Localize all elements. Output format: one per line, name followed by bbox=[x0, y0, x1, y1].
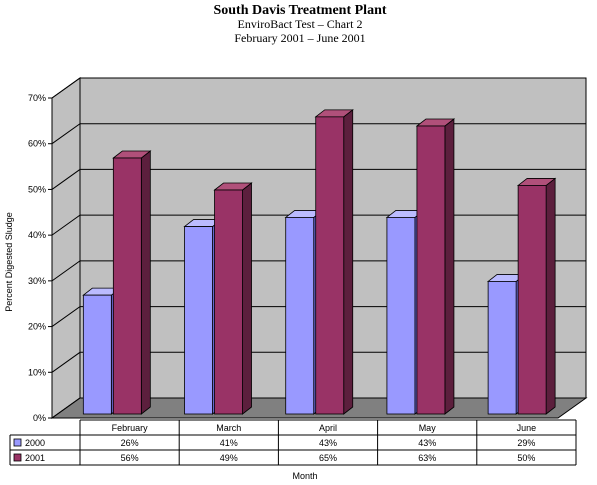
x-axis-title: Month bbox=[292, 471, 317, 481]
bar-side-2001 bbox=[343, 109, 354, 415]
chart-title: South Davis Treatment Plant bbox=[213, 3, 386, 18]
x-tick-label: February bbox=[112, 423, 149, 433]
data-label: 50% bbox=[517, 453, 535, 463]
bar-2000 bbox=[386, 217, 416, 415]
bar-2001 bbox=[315, 116, 345, 415]
data-label: 63% bbox=[418, 453, 436, 463]
y-tick-label: 30% bbox=[28, 276, 46, 286]
bar-side-2001 bbox=[444, 118, 455, 415]
y-tick-label: 20% bbox=[28, 322, 46, 332]
data-label: 29% bbox=[517, 438, 535, 448]
y-axis-title: Percent Digested Sludge bbox=[4, 212, 14, 312]
y-tick-label: 60% bbox=[28, 139, 46, 149]
y-tick-label: 0% bbox=[33, 413, 46, 423]
chart-subtitle-1: EnviroBact Test – Chart 2 bbox=[238, 17, 363, 31]
y-tick-label: 70% bbox=[28, 93, 46, 103]
bar-2000 bbox=[184, 226, 213, 415]
data-label: 26% bbox=[121, 438, 139, 448]
data-label: 41% bbox=[220, 438, 238, 448]
data-label: 49% bbox=[220, 453, 238, 463]
legend-swatch-2000 bbox=[13, 438, 22, 447]
legend-swatch-2001 bbox=[13, 453, 22, 462]
data-label: 43% bbox=[418, 438, 436, 448]
data-label: 43% bbox=[319, 438, 337, 448]
bar-2001 bbox=[416, 125, 446, 415]
bar-2000 bbox=[285, 217, 315, 415]
gridline bbox=[51, 123, 586, 145]
x-tick-label: April bbox=[319, 423, 337, 433]
bar-side-2001 bbox=[545, 177, 556, 415]
y-tick-label: 50% bbox=[28, 184, 46, 194]
plot-area: 0% 10% 20% 30% 40% 50% 60% 70% February March Apri… bbox=[9, 77, 588, 466]
x-tick-label: May bbox=[419, 423, 437, 433]
data-table: February March April May June 2000 26% 41% 43% 43… bbox=[9, 419, 577, 466]
bar-2001 bbox=[112, 157, 142, 415]
chart-subtitle-2: February 2001 – June 2001 bbox=[234, 31, 365, 45]
bar-side-2001 bbox=[140, 150, 151, 415]
bar-2000 bbox=[487, 281, 517, 415]
data-label: 56% bbox=[121, 453, 139, 463]
bar-2000 bbox=[82, 294, 112, 415]
y-tick-label: 40% bbox=[28, 230, 46, 240]
bar-side-2001 bbox=[242, 182, 252, 415]
x-tick-label: June bbox=[517, 423, 537, 433]
data-label: 65% bbox=[319, 453, 337, 463]
bar-2001 bbox=[214, 189, 243, 415]
bar-2001 bbox=[517, 185, 547, 415]
legend-label: 2000 bbox=[25, 438, 45, 448]
side-wall bbox=[51, 77, 81, 419]
legend-label: 2001 bbox=[25, 453, 45, 463]
gridline bbox=[51, 77, 586, 99]
y-tick-label: 10% bbox=[28, 367, 46, 377]
x-tick-label: March bbox=[216, 423, 241, 433]
